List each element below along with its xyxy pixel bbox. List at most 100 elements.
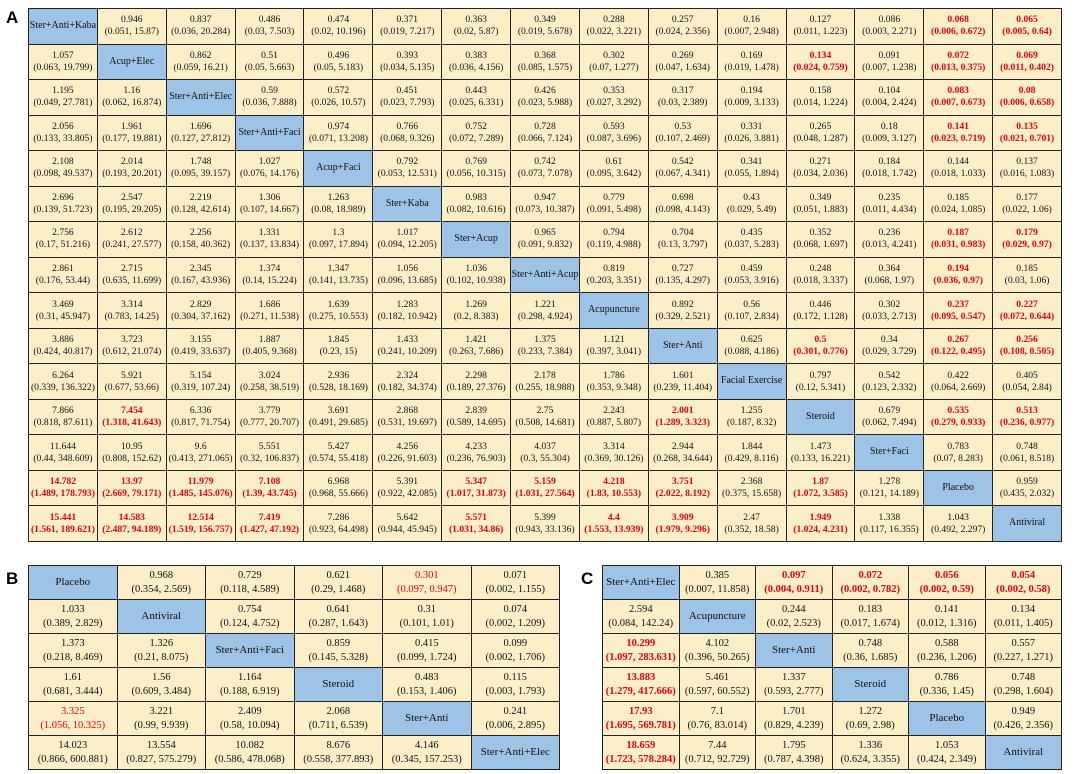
confidence-interval: (0.783, 14.25)	[104, 310, 159, 322]
confidence-interval: (0.597, 60.552)	[684, 685, 750, 697]
estimate-value: 0.144	[947, 156, 969, 168]
estimate-cell: 4.4 (1.553, 13.939)	[579, 506, 648, 541]
estimate-cell: 0.056 (0.002, 0.59)	[909, 566, 985, 599]
estimate-value: 1.255	[740, 405, 763, 417]
estimate-cell: 5.551 (0.32, 106.837)	[235, 435, 304, 470]
estimate-cell: 1.263 (0.08, 18.989)	[304, 186, 373, 222]
estimate-value: 0.267	[947, 334, 969, 346]
estimate-value: 0.426	[534, 85, 556, 97]
confidence-interval: (0.141, 13.735)	[308, 274, 368, 286]
estimate-cell: 0.385 (0.007, 11.858)	[679, 566, 755, 599]
confidence-interval: (0.002, 1.209)	[485, 617, 546, 629]
estimate-value: 4.233	[465, 440, 487, 452]
estimate-value: 4.146	[414, 740, 439, 752]
confidence-interval: (0.187, 8.32)	[726, 417, 777, 429]
estimate-value: 3.314	[603, 440, 625, 452]
estimate-cell: 10.082 (0.586, 478.068)	[206, 736, 294, 769]
estimate-cell: 3.909 (1.979, 9.296)	[648, 506, 717, 541]
confidence-interval: (0.022, 1.06)	[1002, 203, 1052, 215]
estimate-cell: 0.862 (0.059, 16.21)	[166, 44, 235, 80]
confidence-interval: (0.037, 5.283)	[724, 239, 779, 251]
estimate-value: 1.601	[671, 369, 694, 381]
estimate-cell: 0.446 (0.172, 1.128)	[786, 293, 855, 328]
estimate-value: 0.59	[261, 85, 278, 97]
confidence-interval: (0.887, 5.807)	[586, 417, 642, 429]
estimate-value: 17.93	[628, 706, 653, 718]
estimate-cell: 2.243 (0.887, 5.807)	[579, 399, 648, 435]
estimate-cell: 0.748 (0.298, 1.604)	[985, 668, 1061, 701]
confidence-interval: (0.053, 12.531)	[377, 168, 437, 180]
estimate-cell: 0.054 (0.002, 0.58)	[985, 566, 1061, 599]
estimate-cell: 0.137 (0.016, 1.083)	[993, 151, 1061, 186]
estimate-value: 3.024	[258, 369, 281, 381]
estimate-value: 0.748	[1016, 440, 1038, 452]
confidence-interval: (0.188, 6.919)	[220, 685, 280, 697]
treatment-name: Ster+Anti+Faci	[238, 126, 301, 138]
treatment-cell: Ster+Anti+Elec	[471, 736, 559, 769]
panel-label: C	[581, 569, 594, 588]
estimate-cell: 1.844 (0.429, 8.116)	[717, 435, 786, 470]
confidence-interval: (0.3, 55.304)	[520, 452, 570, 464]
estimate-cell: 0.352 (0.068, 1.697)	[786, 222, 855, 257]
estimate-cell: 1.795 (0.787, 4.398)	[756, 736, 832, 769]
confidence-interval: (0.189, 27.376)	[446, 381, 506, 393]
estimate-cell: 1.336 (0.624, 3.355)	[832, 736, 908, 769]
estimate-cell: 1.036 (0.102, 10.938)	[442, 257, 511, 293]
confidence-interval: (0.003, 2.271)	[862, 26, 917, 38]
estimate-value: 1.845	[327, 334, 350, 346]
estimate-cell: 10.299 (1.097, 283.631)	[603, 634, 679, 667]
estimate-cell: 0.859 (0.145, 5.328)	[294, 634, 382, 667]
confidence-interval: (2.669, 79.171)	[102, 488, 162, 500]
estimate-cell: 2.829 (0.304, 37.162)	[166, 293, 235, 328]
treatment-cell: Antiviral	[993, 506, 1061, 541]
estimate-cell: 2.298 (0.189, 27.376)	[442, 364, 511, 399]
estimate-value: 0.474	[327, 14, 350, 26]
estimate-value: 0.352	[809, 227, 832, 239]
estimate-value: 5.427	[327, 440, 350, 452]
estimate-value: 1.053	[934, 740, 959, 752]
estimate-cell: 0.542 (0.123, 2.332)	[855, 364, 924, 399]
confidence-interval: (0.227, 1.271)	[993, 651, 1054, 663]
estimate-cell: 0.983 (0.082, 10.616)	[442, 186, 511, 222]
estimate-value: 7.454	[120, 405, 143, 417]
confidence-interval: (1.024, 4.231)	[793, 523, 848, 535]
confidence-interval: (0.145, 5.328)	[308, 651, 369, 663]
estimate-value: 0.069	[1016, 49, 1038, 61]
estimate-value: 0.265	[809, 120, 832, 132]
estimate-value: 1.87	[812, 476, 829, 488]
estimate-value: 0.405	[1016, 369, 1038, 381]
confidence-interval: (0.007, 2.948)	[724, 26, 779, 38]
estimate-value: 5.551	[258, 440, 281, 452]
estimate-value: 0.947	[534, 191, 556, 203]
estimate-value: 0.542	[671, 156, 694, 168]
estimate-cell: 0.779 (0.091, 5.498)	[579, 186, 648, 222]
estimate-value: 0.383	[465, 49, 487, 61]
treatment-cell: Antiviral	[117, 600, 205, 633]
estimate-cell: 0.61 (0.095, 3.642)	[579, 151, 648, 186]
estimate-value: 2.108	[52, 156, 74, 168]
confidence-interval: (0.593, 2.777)	[764, 685, 824, 697]
estimate-cell: 0.496 (0.05, 5.183)	[304, 44, 373, 80]
confidence-interval: (1.017, 31.873)	[446, 488, 506, 500]
estimate-cell: 0.422 (0.064, 2.669)	[924, 364, 993, 399]
estimate-value: 0.065	[1016, 14, 1038, 26]
estimate-value: 0.341	[740, 156, 763, 168]
estimate-cell: 1.255 (0.187, 8.32)	[717, 399, 786, 435]
confidence-interval: (0.923, 64.498)	[308, 523, 368, 535]
estimate-value: 0.779	[603, 191, 625, 203]
estimate-cell: 2.547 (0.195, 29.205)	[97, 186, 166, 222]
confidence-interval: (0.014, 1.224)	[793, 97, 848, 109]
estimate-value: 2.243	[603, 405, 625, 417]
confidence-interval: (0.096, 13.685)	[377, 274, 437, 286]
estimate-value: 2.715	[120, 263, 143, 274]
estimate-cell: 7.419 (1.427, 47.192)	[235, 506, 304, 541]
confidence-interval: (0.002, 0.782)	[840, 583, 901, 595]
estimate-value: 1.033	[60, 604, 85, 616]
treatment-name: Placebo	[942, 481, 975, 493]
estimate-value: 0.588	[934, 638, 959, 650]
treatment-cell: Ster+Acup	[442, 222, 511, 257]
estimate-cell: 6.336 (0.817, 71.754)	[166, 399, 235, 435]
confidence-interval: (0.033, 2.713)	[862, 310, 917, 322]
estimate-cell: 0.53 (0.107, 2.469)	[648, 115, 717, 151]
confidence-interval: (0.017, 1.674)	[840, 617, 901, 629]
